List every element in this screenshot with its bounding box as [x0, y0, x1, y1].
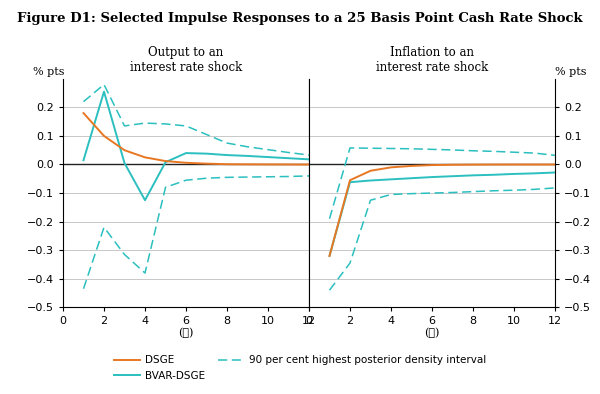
Text: Output to an
interest rate shock: Output to an interest rate shock [130, 46, 242, 74]
X-axis label: (ℓ): (ℓ) [178, 328, 194, 338]
Text: % pts: % pts [556, 67, 587, 76]
Text: Figure D1: Selected Impulse Responses to a 25 Basis Point Cash Rate Shock: Figure D1: Selected Impulse Responses to… [17, 12, 583, 25]
Legend: DSGE, BVAR-DSGE, 90 per cent highest posterior density interval: DSGE, BVAR-DSGE, 90 per cent highest pos… [110, 351, 490, 385]
X-axis label: (ℓ): (ℓ) [424, 328, 440, 338]
Text: Inflation to an
interest rate shock: Inflation to an interest rate shock [376, 46, 488, 74]
Text: % pts: % pts [34, 67, 65, 76]
